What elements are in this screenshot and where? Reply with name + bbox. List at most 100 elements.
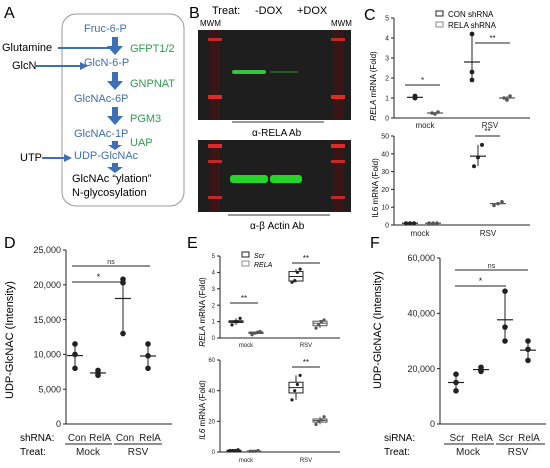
e-bot-scr-1-point [298,373,302,377]
d-treat-rsv: RSV [128,447,149,458]
treat-label: Treat: [212,5,240,17]
e-top-rela-0-point [250,333,254,337]
c-bot-ytick-label: 50 [381,133,389,140]
c-top-ylabel: RELA mRNA (Fold) [369,51,378,121]
d-sig-ns-label: ns [107,259,115,266]
c-top-xlabel-mock: mock [415,121,435,130]
e-top-scr-0-point [230,323,234,327]
f-ytick-label: 60,000 [407,253,435,263]
d-group-3-point [145,352,151,359]
c-top-ytick-label: 3 [385,55,389,62]
f-treat-rsv: RSV [508,447,529,458]
d-ytick-label: 0 [56,419,61,429]
pathway-box [61,13,185,207]
e-top-scr-1-point [298,267,302,271]
e-top-sig-rsv-label: ** [303,254,309,263]
e-bot-ytick-label: 0 [212,450,216,456]
c-bot-sig-rsv-label: ** [484,127,490,136]
c-top-con-1-point [469,77,475,83]
e-top-rela-1-point [314,326,318,330]
c-bot-xlabel-rsv: RSV [480,229,497,238]
e-top-scr-1-point [293,279,297,283]
input-glutamine: Glutamine [2,42,52,54]
panel-letter-d: D [4,235,16,252]
c-bot-con-1-point [480,142,484,147]
e-bot-scr-0-point [231,448,235,453]
d-group-0-point [72,341,78,347]
blot-actin-label: α-β Actin Ab [250,221,305,232]
blot-rela [198,30,351,120]
d-shrna-2: Con [116,433,134,444]
panel-b: B Treat: -DOX +DOX MWM MWM α-RELA Ab α-β… [189,5,352,232]
legend-swatch-con [435,10,444,17]
d-row2-label: Treat: [20,447,46,458]
panel-letter-b: B [189,5,200,22]
e-top-scr-0-point [233,320,237,324]
legend-swatch-rela [435,21,444,28]
c-bot-con-0-point [412,221,416,226]
d-group-0-point [72,351,78,358]
f-sirna-2: Scr [499,433,515,444]
c-top-sig-mock-label: * [421,76,424,85]
product-line-1: GlcNAc “ylation” [72,173,152,185]
c-top-ytick-label: 0 [385,115,389,122]
d-row1-label: shRNA: [20,433,54,444]
c-bot-rela-0-point [435,221,439,226]
c-top-rela-0-point [436,110,440,114]
c-bot-ytick-label: 30 [381,169,389,176]
e-bot-rela-1-point [317,419,321,423]
c-top-rela-1-point [505,98,509,102]
lane-minus-dox: -DOX [255,5,283,17]
e-top-ytick-label: 2 [212,303,216,309]
d-group-2-point [120,330,126,337]
e-top-scr-1-point [290,280,294,284]
c-top-sig-rsv-label: ** [489,34,495,43]
c-top-ytick-label: 5 [385,15,389,22]
f-row2-label: Treat: [384,447,410,458]
f-group-2-point [502,338,508,344]
e-bot-scr-0-point [236,448,240,452]
c-top-rela-0-point [433,112,437,116]
d-group-3-point [145,365,151,372]
e-top-rela-0-point [255,330,259,334]
f-row1-label: siRNA: [384,433,415,444]
e-bot-rela-1-point [314,422,318,426]
actin-band-2 [270,175,302,183]
f-sirna-1: RelA [471,433,493,444]
e-bot-xlabel-rsv: RSV [300,458,312,464]
pathway-arrows [36,37,123,173]
e-top-ytick-label: 1 [212,320,216,326]
e-bot-scr-0-point [228,448,232,453]
e-bot-scr-1-point [290,398,294,402]
marker-left: MWM [200,19,221,28]
panel-a: A Fruc-6-P GlcN-6-P GlcNAc-6P GlcNAc-1P … [2,5,185,207]
actin-band-1 [230,175,268,183]
legend-rela: RELA [254,262,273,269]
enzyme-2: PGM3 [130,113,161,125]
c-top-ytick-label: 1 [385,95,389,102]
e-bottom-ylabel: IL6 mRNA (Fold) [198,380,207,440]
c-bot-con-0-point [404,221,408,226]
c-top-rela-0-point [430,111,434,115]
e-bot-rela-0-point [256,448,260,453]
c-bot-rela-1-point [500,200,504,204]
e-bot-scr-1-point [293,389,297,393]
blot-rela-label: α-RELA Ab [252,128,302,139]
c-bottom-ylabel: IL6 mRNA (Fold) [371,158,380,218]
e-bot-scr-0-point [233,448,237,453]
c-bot-con-0-point [408,221,412,226]
e-bot-xlabel-mock: mock [239,458,254,464]
f-group-0-point [453,371,459,378]
d-treat-mock: Mock [76,447,101,458]
f-group-2-point [502,288,508,295]
c-bot-ytick-label: 40 [381,151,389,158]
d-shrna-3: RelA [139,433,161,444]
f-ylabel: UDP-GlcNAC (Intensity) [372,271,384,389]
f-sig-ns-label: ns [488,263,496,270]
input-glcn: GlcN [12,60,37,72]
e-bot-rela-0-point [248,449,252,453]
c-top-con-1-point [469,31,475,37]
pathway-node-2: GlcNAc-6P [74,93,128,105]
f-group-3-point [525,346,531,353]
product-line-2: N-glycosylation [72,187,147,199]
